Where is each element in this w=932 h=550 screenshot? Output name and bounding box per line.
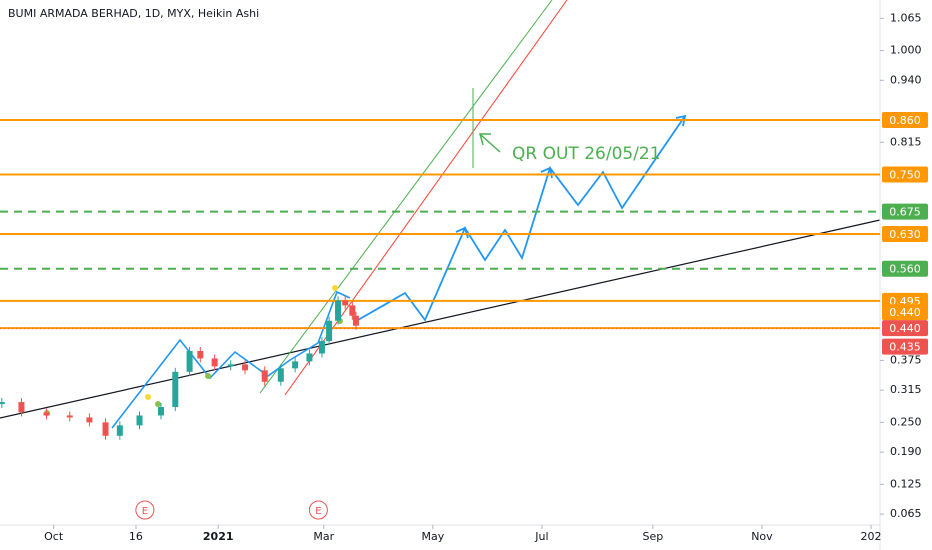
y-tick-label: 0.940 [890,73,922,86]
candle [43,412,50,416]
price-label-box [882,225,928,242]
event-label: E [142,506,148,517]
candle [66,415,73,418]
price-label: 0.675 [889,206,921,219]
signal-dot [205,373,211,379]
price-label: 0.750 [889,169,921,182]
x-tick-label: Sep [642,530,663,543]
candle [335,300,342,321]
candle [0,402,5,405]
channel-line [259,0,553,394]
price-label: 0.435 [889,341,921,354]
y-tick-label: 0.315 [890,383,922,396]
y-tick-label: 0.815 [890,135,922,148]
candle [318,341,325,354]
x-tick-label: May [421,530,444,543]
x-tick-label: 2021 [203,530,234,543]
y-tick-label: 0.250 [890,415,922,428]
price-label: 0.440 [889,306,921,319]
y-tick-label: 0.190 [890,445,922,458]
candle [102,422,109,436]
candle [326,320,333,342]
signal-dot [332,285,338,291]
price-label: 0.560 [889,263,921,276]
candle [292,361,299,369]
candle [277,368,284,382]
price-label-box [882,111,928,128]
candle [197,350,204,359]
candle [211,358,218,367]
candle [306,353,313,362]
candle [86,417,93,423]
x-tick-label: 202 [861,530,882,543]
candle [116,425,123,436]
price-label-box [882,338,928,355]
x-tick-label: Nov [751,530,773,543]
y-tick-label: 0.065 [890,507,922,520]
price-label: 0.860 [889,114,921,127]
annotation: QR OUT 26/05/21 [512,144,661,164]
candle [349,305,356,316]
candle [342,300,349,306]
event-label: E [315,506,321,517]
signal-dot [155,401,161,407]
price-label: 0.440 [889,322,921,335]
signal-dot [145,394,151,400]
candle [242,364,249,371]
candle [172,371,179,408]
event-marker [135,500,155,520]
candle [136,415,143,426]
y-tick-label: 0.125 [890,477,922,490]
candle [157,407,164,416]
y-tick-label: 1.065 [890,11,922,24]
y-tick-label: 0.375 [890,353,922,366]
event-marker [308,500,328,520]
price-label-box [882,166,928,183]
candle [352,315,359,326]
x-tick-label: 16 [129,530,143,543]
price-label-box [882,320,928,337]
x-tick-label: Oct [44,530,64,543]
annotation-arrow [480,134,501,153]
arrow-head [675,114,687,127]
projection-path [357,115,686,322]
candle [227,364,234,367]
chart-title: BUMI ARMADA BERHAD, 1D, MYX, Heikin Ashi [8,7,259,20]
y-tick-label: 1.000 [890,44,922,57]
candle [186,350,193,372]
price-label-box [882,304,928,321]
projection-past [111,290,351,429]
x-tick-label: Jul [534,530,548,543]
candle [261,370,268,382]
price-label-box [882,203,928,220]
price-label-box [882,260,928,277]
arrow-head [479,133,491,146]
x-tick-label: Mar [313,530,334,543]
candle [18,402,25,413]
price-label: 0.630 [889,228,921,241]
trendline [0,219,881,419]
